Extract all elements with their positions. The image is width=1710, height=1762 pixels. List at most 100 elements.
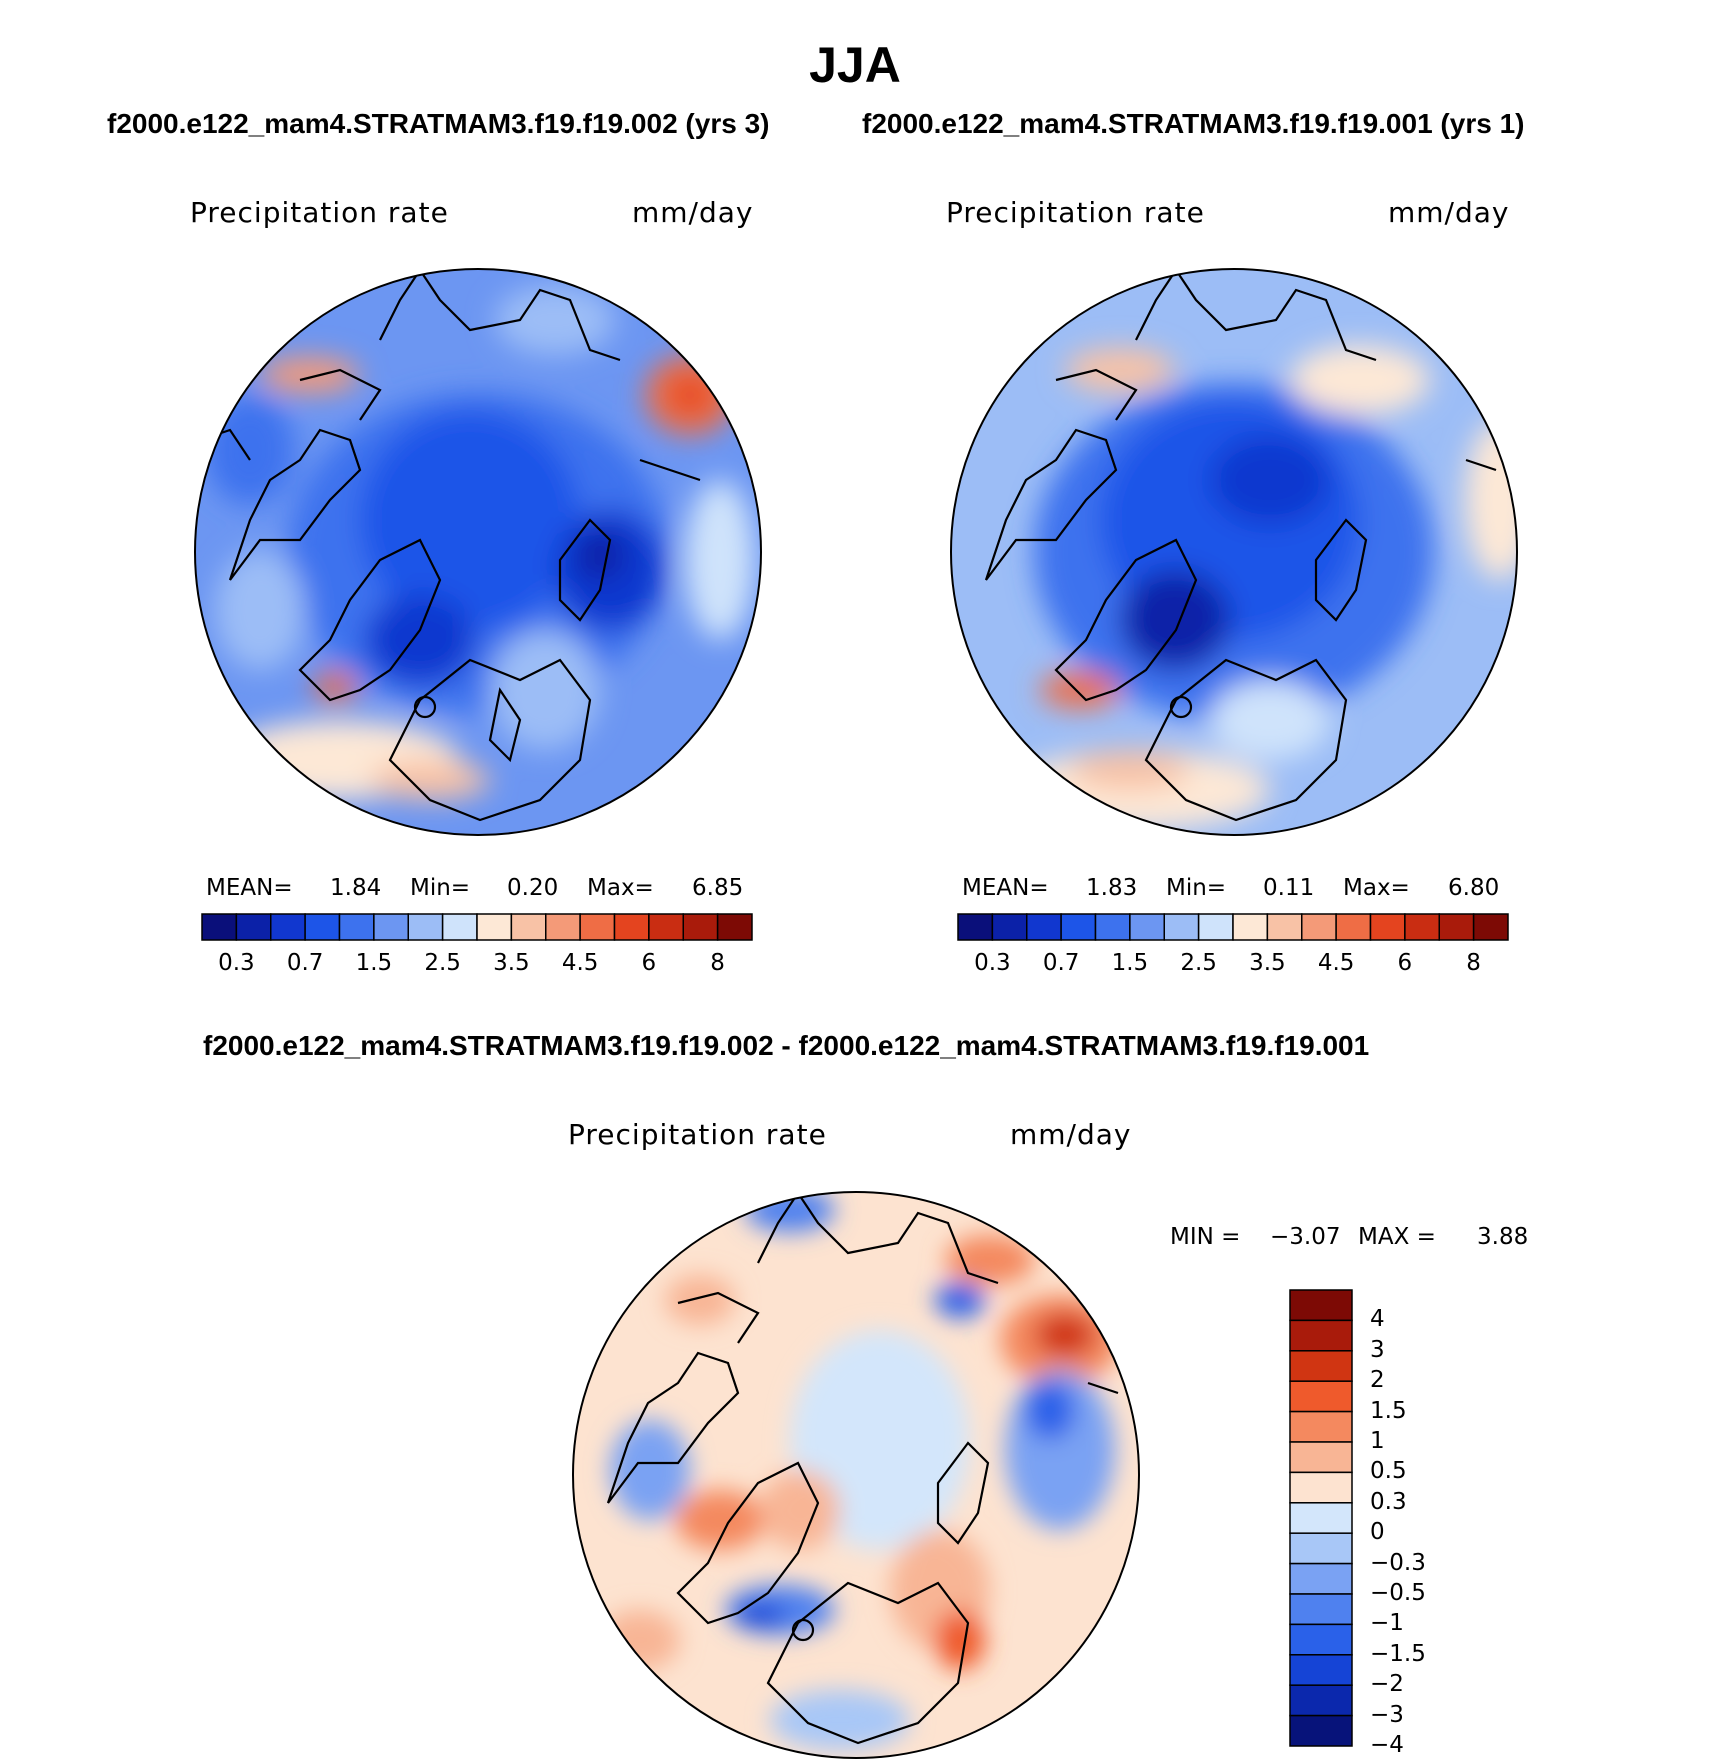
case2-colorbar-tick: 2.5 [1180, 950, 1217, 976]
case2-colorbar-tick: 0.7 [1042, 950, 1080, 976]
case1-colorbar-box [441, 913, 478, 941]
case1-colorbar-box [716, 913, 753, 941]
case1-mean-value: 1.84 [330, 875, 382, 901]
case1-colorbar-box [613, 913, 650, 941]
case1-min-value: 0.20 [507, 875, 559, 901]
case2-colorbar-tick: 4.5 [1317, 950, 1355, 976]
case1-max-value: 6.85 [692, 875, 744, 901]
case2-colorbar-tick: 3.5 [1249, 950, 1286, 976]
case2-colorbar-box [1266, 913, 1303, 941]
case2-units: mm/day [1388, 196, 1510, 229]
case1-colorbar-box [476, 913, 513, 941]
diff-colorbar-box [1289, 1471, 1353, 1504]
case1-colorbar-box [407, 913, 444, 941]
case2-colorbar-box [957, 913, 994, 941]
case1-units: mm/day [632, 196, 754, 229]
case2-mean-label: MEAN= [962, 875, 1049, 901]
case1-colorbar-tick: 3.5 [493, 950, 530, 976]
diff-colorbar-box [1289, 1593, 1353, 1626]
diff-units: mm/day [1010, 1118, 1132, 1151]
case2-colorbar-box [1060, 913, 1097, 941]
case1-colorbar-tick: 2.5 [424, 950, 461, 976]
diff-colorbar-tick: −3 [1370, 1701, 1404, 1728]
case1-colorbar-box [648, 913, 684, 941]
case1-colorbar-box [270, 913, 306, 941]
diff-colorbar-box [1289, 1714, 1353, 1747]
diff-colorbar-box [1289, 1410, 1353, 1443]
case1-min-label: Min= [410, 875, 471, 901]
diff-colorbar-box [1289, 1441, 1353, 1474]
diff-colorbar-tick: 0.5 [1370, 1458, 1407, 1485]
case2-title: Precipitation rate [946, 196, 1205, 229]
case2-colorbar-box [1163, 913, 1200, 941]
case1-title: Precipitation rate [190, 196, 449, 229]
diff-colorbar-box [1289, 1654, 1353, 1686]
case2-colorbar-tick: 8 [1466, 950, 1481, 976]
case2-colorbar-box [1094, 913, 1131, 941]
diff-max-value: 3.88 [1477, 1224, 1529, 1250]
diff-colorbar-tick: 0.3 [1370, 1488, 1407, 1515]
case2-colorbar-box [1472, 913, 1509, 941]
case2-min-value: 0.11 [1263, 875, 1315, 901]
diff-colorbar-tick: 0 [1370, 1519, 1385, 1546]
case2-subtitle: f2000.e122_mam4.STRATMAM3.f19.f19.001 (y… [862, 108, 1525, 139]
case1-colorbar-box [201, 913, 238, 941]
case1-colorbar-box [579, 913, 616, 941]
case1-colorbar-tick: 1.5 [355, 950, 393, 976]
case2-colorbar-box [991, 913, 1028, 941]
diff-colorbar-box [1289, 1350, 1353, 1382]
diff-colorbar-tick: 1.5 [1370, 1397, 1407, 1424]
diff-colorbar-box [1289, 1380, 1353, 1413]
case2-max-label: Max= [1343, 875, 1410, 901]
diff-colorbar-box [1289, 1289, 1353, 1322]
case2-colorbar-box [1301, 913, 1337, 941]
diff-colorbar-box [1289, 1562, 1353, 1595]
diff-colorbar-tick: −1.5 [1370, 1640, 1426, 1667]
case2-colorbar-tick: 1.5 [1111, 950, 1149, 976]
diff-title: Precipitation rate [568, 1118, 827, 1151]
case1-colorbar-box [545, 913, 581, 941]
diff-colorbar-tick: 3 [1370, 1336, 1385, 1363]
case2-colorbar-box [1026, 913, 1062, 941]
diff-colorbar-box [1289, 1532, 1353, 1565]
case1-colorbar-tick: 0.3 [218, 950, 255, 976]
case2-colorbar-box [1129, 913, 1165, 941]
case1-colorbar-tick: 4.5 [561, 950, 599, 976]
diff-colorbar-tick: 2 [1370, 1367, 1385, 1394]
diff-colorbar-box [1289, 1684, 1353, 1717]
case1-colorbar-box [338, 913, 375, 941]
case2-colorbar-box [1197, 913, 1234, 941]
diff-colorbar-box [1289, 1623, 1353, 1656]
case2-mean-value: 1.83 [1086, 875, 1138, 901]
case1-colorbar-box [373, 913, 409, 941]
case1-mean-label: MEAN= [206, 875, 293, 901]
diff-subtitle: f2000.e122_mam4.STRATMAM3.f19.f19.002 - … [203, 1030, 1370, 1061]
case1-colorbar-box [304, 913, 341, 941]
diff-max-label: MAX = [1358, 1224, 1436, 1250]
case1-subtitle: f2000.e122_mam4.STRATMAM3.f19.f19.002 (y… [107, 108, 770, 139]
season-title: JJA [809, 37, 901, 93]
case2-colorbar-tick: 6 [1397, 950, 1413, 976]
diff-colorbar-box [1289, 1502, 1353, 1534]
diff-colorbar-tick: −4 [1370, 1732, 1404, 1758]
case2-colorbar-tick: 0.3 [974, 950, 1011, 976]
case2-colorbar-box [1335, 913, 1372, 941]
case2-colorbar-box [1369, 913, 1406, 941]
case1-colorbar-box [682, 913, 719, 941]
case1-colorbar-tick: 0.7 [286, 950, 324, 976]
diff-colorbar-tick: −2 [1370, 1671, 1404, 1698]
case1-max-label: Max= [587, 875, 654, 901]
diff-colorbar-box [1289, 1319, 1353, 1352]
diff-colorbar-tick: −0.3 [1370, 1549, 1426, 1576]
diff-colorbar-tick: 1 [1370, 1428, 1385, 1454]
case1-colorbar-box [235, 913, 272, 941]
case1-colorbar-tick: 6 [641, 950, 657, 976]
diff-min-value: −3.07 [1270, 1224, 1341, 1250]
case2-colorbar-box [1232, 913, 1269, 941]
case2-min-label: Min= [1166, 875, 1227, 901]
case2-max-value: 6.80 [1448, 875, 1500, 901]
diff-colorbar-tick: −0.5 [1370, 1580, 1426, 1606]
diff-colorbar-tick: 4 [1370, 1306, 1385, 1333]
diff-colorbar-tick: −1 [1370, 1610, 1404, 1637]
diff-min-label: MIN = [1170, 1224, 1241, 1250]
